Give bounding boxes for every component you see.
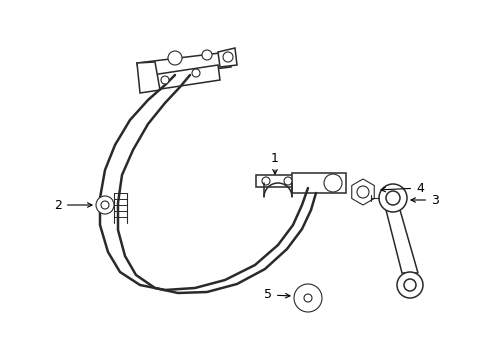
Polygon shape	[256, 175, 299, 187]
Polygon shape	[291, 173, 346, 193]
Polygon shape	[152, 65, 220, 90]
Text: 3: 3	[410, 194, 438, 207]
Circle shape	[284, 177, 291, 185]
Polygon shape	[300, 289, 315, 307]
Circle shape	[161, 76, 169, 84]
Circle shape	[293, 284, 321, 312]
Circle shape	[356, 186, 368, 198]
Text: 5: 5	[264, 288, 289, 302]
Text: 2: 2	[54, 198, 92, 212]
Polygon shape	[351, 179, 373, 205]
Polygon shape	[137, 52, 230, 78]
Circle shape	[101, 201, 109, 209]
Circle shape	[262, 177, 269, 185]
Circle shape	[396, 272, 422, 298]
Circle shape	[385, 191, 399, 205]
Circle shape	[324, 174, 341, 192]
Text: 4: 4	[380, 181, 423, 194]
Polygon shape	[218, 48, 237, 67]
Circle shape	[304, 294, 311, 302]
Text: 1: 1	[270, 152, 278, 174]
Circle shape	[202, 50, 212, 60]
Circle shape	[96, 196, 114, 214]
Circle shape	[223, 52, 232, 62]
Circle shape	[403, 279, 415, 291]
Polygon shape	[137, 62, 160, 93]
Circle shape	[168, 51, 182, 65]
Circle shape	[192, 69, 200, 77]
Polygon shape	[385, 210, 417, 273]
Circle shape	[378, 184, 406, 212]
